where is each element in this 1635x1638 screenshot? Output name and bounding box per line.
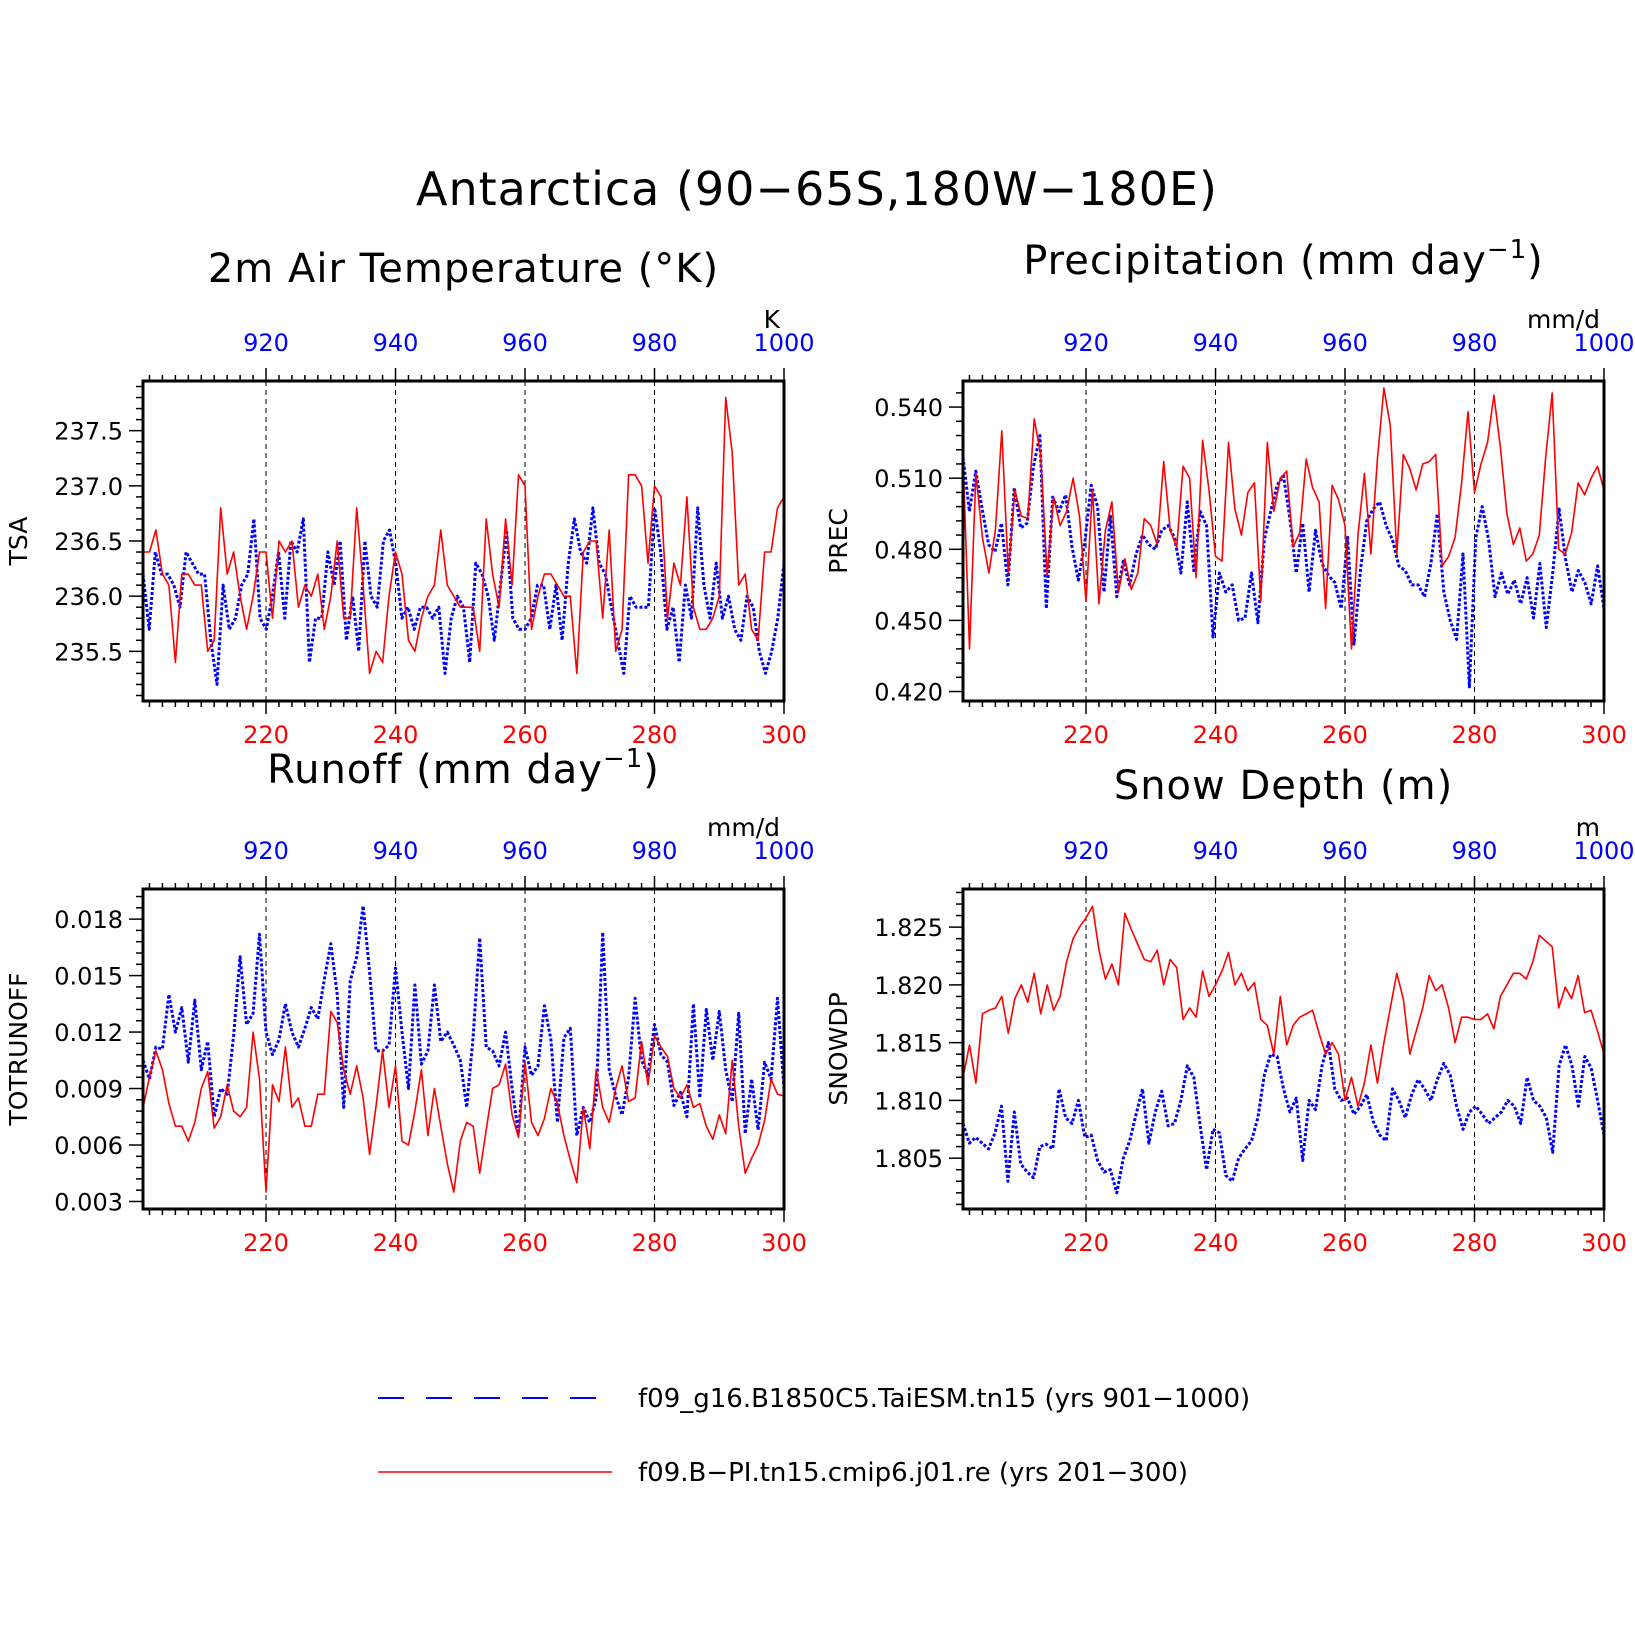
- air-temperature-ytick-label: 237.5: [54, 418, 123, 446]
- precipitation-xtick-label-bottom: 240: [1193, 721, 1239, 749]
- snow-depth-xtick-label-top: 920: [1063, 837, 1109, 865]
- runoff-ytick-label: 0.009: [54, 1076, 123, 1104]
- snow-depth-xtick-label-bottom: 280: [1452, 1229, 1498, 1257]
- snow-depth-xtick-label-bottom: 260: [1322, 1229, 1368, 1257]
- precipitation-xtick-label-top: 1000: [1573, 329, 1634, 357]
- runoff-ytick-label: 0.003: [54, 1188, 123, 1216]
- legend-label-case2: f09.B−PI.tn15.cmip6.j01.re (yrs 201−300): [638, 1458, 1188, 1488]
- panel-snow-depth: Snow Depth (m) m SNOWDP 220 240 260 280 300 920 9…: [824, 763, 1635, 1257]
- precipitation-xtick-label-top: 920: [1063, 329, 1109, 357]
- runoff-ylabel: TOTRUNOFF: [4, 972, 33, 1126]
- runoff-title: Runoff (mm day−1): [267, 744, 660, 793]
- air-temperature-frame: [141, 379, 786, 703]
- air-temperature-ytick-label: 236.5: [54, 528, 123, 556]
- runoff-xtick-label-bottom: 300: [761, 1229, 807, 1257]
- air-temperature-ylabel: TSA: [4, 517, 33, 567]
- precipitation-ytick-label: 0.540: [874, 394, 943, 422]
- precipitation-frame: [961, 379, 1606, 703]
- snow-depth-xtick-label-top: 940: [1193, 837, 1239, 865]
- air-temperature-xtick-label-top: 980: [632, 329, 678, 357]
- snow-depth-series-case2-line: [962, 905, 1605, 1107]
- runoff-ytick-label: 0.012: [54, 1019, 123, 1047]
- air-temperature-xtick-label-bottom: 220: [243, 721, 289, 749]
- legend-label-case1: f09_g16.B1850C5.TaiESM.tn15 (yrs 901−100…: [638, 1384, 1250, 1414]
- runoff-ytick-label: 0.006: [54, 1132, 123, 1160]
- precipitation-units-label: mm/d: [1527, 305, 1600, 334]
- air-temperature-xtick-label-bottom: 300: [761, 721, 807, 749]
- runoff-xtick-label-bottom: 260: [502, 1229, 548, 1257]
- runoff-units-label: mm/d: [707, 813, 780, 842]
- air-temperature-xtick-label-top: 960: [502, 329, 548, 357]
- precipitation-title: Precipitation (mm day−1): [1023, 235, 1544, 284]
- runoff-series-case1-line: [141, 904, 786, 1138]
- precipitation-xtick-label-top: 980: [1452, 329, 1498, 357]
- air-temperature-xtick-label-bottom: 240: [373, 721, 419, 749]
- air-temperature-xtick-label-top: 940: [373, 329, 419, 357]
- runoff-series-case2-line: [142, 1010, 785, 1193]
- snow-depth-xtick-label-bottom: 220: [1063, 1229, 1109, 1257]
- runoff-xtick-label-top: 960: [502, 837, 548, 865]
- precipitation-ytick-label: 0.510: [874, 465, 943, 493]
- snow-depth-ytick-label: 1.820: [874, 972, 943, 1000]
- precipitation-xtick-label-bottom: 220: [1063, 721, 1109, 749]
- air-temperature-xtick-label-bottom: 260: [502, 721, 548, 749]
- figure-title: Antarctica (90−65S,180W−180E): [416, 162, 1218, 216]
- precipitation-ytick-label: 0.420: [874, 679, 943, 707]
- snow-depth-xtick-label-top: 980: [1452, 837, 1498, 865]
- runoff-ytick-label: 0.015: [54, 963, 123, 991]
- air-temperature-ytick-label: 236.0: [54, 583, 123, 611]
- runoff-xtick-label-top: 1000: [753, 837, 814, 865]
- snow-depth-ylabel: SNOWDP: [824, 992, 853, 1105]
- air-temperature-series-case2-line: [143, 396, 785, 675]
- panel-precipitation: Precipitation (mm day−1) mm/d PREC 220 240 26…: [824, 235, 1635, 749]
- runoff-xtick-label-top: 940: [373, 837, 419, 865]
- snow-depth-xtick-label-top: 960: [1322, 837, 1368, 865]
- runoff-xtick-label-bottom: 280: [632, 1229, 678, 1257]
- runoff-frame: [141, 887, 786, 1211]
- runoff-xtick-label-bottom: 240: [373, 1229, 419, 1257]
- precipitation-series-case2-line: [962, 387, 1605, 650]
- legend: f09_g16.B1850C5.TaiESM.tn15 (yrs 901−100…: [378, 1384, 1250, 1488]
- runoff-xtick-label-top: 980: [632, 837, 678, 865]
- precipitation-xtick-label-bottom: 280: [1452, 721, 1498, 749]
- air-temperature-ytick-label: 237.0: [54, 473, 123, 501]
- precipitation-xtick-label-top: 940: [1193, 329, 1239, 357]
- runoff-ytick-label: 0.018: [54, 906, 123, 934]
- precipitation-xtick-label-bottom: 300: [1581, 721, 1627, 749]
- air-temperature-xtick-label-top: 1000: [753, 329, 814, 357]
- precipitation-xtick-label-bottom: 260: [1322, 721, 1368, 749]
- air-temperature-xtick-label-bottom: 280: [632, 721, 678, 749]
- snow-depth-ytick-label: 1.815: [874, 1030, 943, 1058]
- air-temperature-xtick-label-top: 920: [243, 329, 289, 357]
- snow-depth-xtick-label-bottom: 240: [1193, 1229, 1239, 1257]
- snow-depth-units-label: m: [1576, 813, 1600, 842]
- precipitation-ytick-label: 0.480: [874, 536, 943, 564]
- precipitation-ylabel: PREC: [824, 508, 853, 574]
- panel-runoff: Runoff (mm day−1) mm/d TOTRUNOFF 220 240 260 2…: [4, 744, 815, 1257]
- snow-depth-ytick-label: 1.810: [874, 1087, 943, 1115]
- snow-depth-xtick-label-top: 1000: [1573, 837, 1634, 865]
- snow-depth-frame: [961, 887, 1606, 1211]
- precipitation-xtick-label-top: 960: [1322, 329, 1368, 357]
- snow-depth-ytick-label: 1.805: [874, 1145, 943, 1173]
- air-temperature-series-case1-line: [141, 506, 786, 686]
- panel-air-temperature: 2m Air Temperature (°K) K TSA 220 240 260 280 3…: [4, 246, 815, 749]
- air-temperature-title: 2m Air Temperature (°K): [208, 246, 719, 292]
- snow-depth-series-case1-line: [961, 1041, 1606, 1195]
- precipitation-series-case1-line: [961, 434, 1606, 689]
- air-temperature-units-label: K: [764, 305, 781, 334]
- snow-depth-xtick-label-bottom: 300: [1581, 1229, 1627, 1257]
- runoff-xtick-label-bottom: 220: [243, 1229, 289, 1257]
- snow-depth-title: Snow Depth (m): [1114, 763, 1453, 809]
- snow-depth-ytick-label: 1.825: [874, 914, 943, 942]
- runoff-xtick-label-top: 920: [243, 837, 289, 865]
- air-temperature-ytick-label: 235.5: [54, 638, 123, 666]
- precipitation-ytick-label: 0.450: [874, 607, 943, 635]
